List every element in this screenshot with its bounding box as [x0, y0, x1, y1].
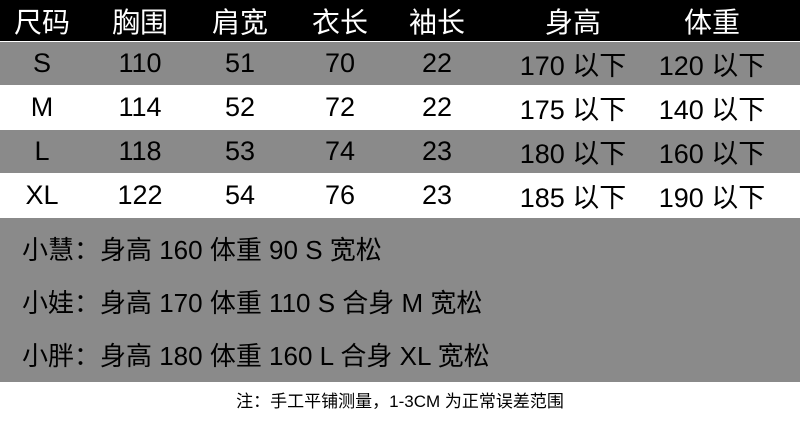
table-cell: 185 以下 — [519, 183, 627, 213]
table-cell: 180 以下 — [519, 139, 627, 169]
table-cell: 23 — [421, 136, 453, 166]
header-shoulder: 肩宽 — [211, 6, 269, 38]
table-cell: 72 — [324, 92, 356, 122]
table-cell: 122 — [117, 180, 163, 210]
header-size: 尺码 — [13, 6, 71, 38]
table-cell: 23 — [421, 180, 453, 210]
table-cell: 140 以下 — [658, 95, 766, 125]
header-chest: 胸围 — [111, 6, 169, 38]
example-line: 小胖：身高 180 体重 160 L 合身 XL 宽松 — [22, 341, 490, 371]
table-row: L 118 53 74 23 180 以下 160 以下 — [0, 130, 800, 173]
table-cell: 22 — [421, 48, 453, 78]
example-line: 小慧：身高 160 体重 90 S 宽松 — [22, 235, 382, 265]
table-row: XL 122 54 76 23 185 以下 190 以下 — [0, 174, 800, 217]
header-sleeve: 袖长 — [408, 6, 466, 38]
header-length: 衣长 — [311, 6, 369, 38]
table-cell: L — [34, 136, 50, 166]
table-cell: 120 以下 — [658, 51, 766, 81]
header-height: 身高 — [544, 6, 602, 38]
footnote: 注：手工平铺测量，1-3CM 为正常误差范围 — [236, 392, 564, 411]
table-cell: 53 — [224, 136, 256, 166]
table-cell: 74 — [324, 136, 356, 166]
table-cell: 110 — [118, 48, 162, 78]
table-cell: 118 — [118, 136, 162, 166]
table-cell: 51 — [224, 48, 256, 78]
fit-examples: 小慧：身高 160 体重 90 S 宽松 小娃：身高 170 体重 110 S … — [0, 218, 800, 382]
table-cell: 76 — [324, 180, 356, 210]
table-cell: 114 — [118, 92, 162, 122]
table-cell: 170 以下 — [519, 51, 627, 81]
table-cell: 175 以下 — [519, 95, 627, 125]
table-cell: XL — [25, 180, 59, 210]
example-line: 小娃：身高 170 体重 110 S 合身 M 宽松 — [22, 288, 483, 318]
table-row: S 110 51 70 22 170 以下 120 以下 — [0, 42, 800, 85]
table-row: M 114 52 72 22 175 以下 140 以下 — [0, 86, 800, 129]
table-cell: M — [30, 92, 54, 122]
table-cell: 52 — [224, 92, 256, 122]
table-cell: 70 — [324, 48, 356, 78]
table-cell: 190 以下 — [658, 183, 766, 213]
table-cell: 22 — [421, 92, 453, 122]
table-cell: S — [32, 48, 52, 78]
table-cell: 54 — [224, 180, 256, 210]
header-weight: 体重 — [683, 6, 741, 38]
table-header: 尺码 胸围 肩宽 衣长 袖长 身高 体重 — [0, 0, 800, 41]
table-cell: 160 以下 — [658, 139, 766, 169]
